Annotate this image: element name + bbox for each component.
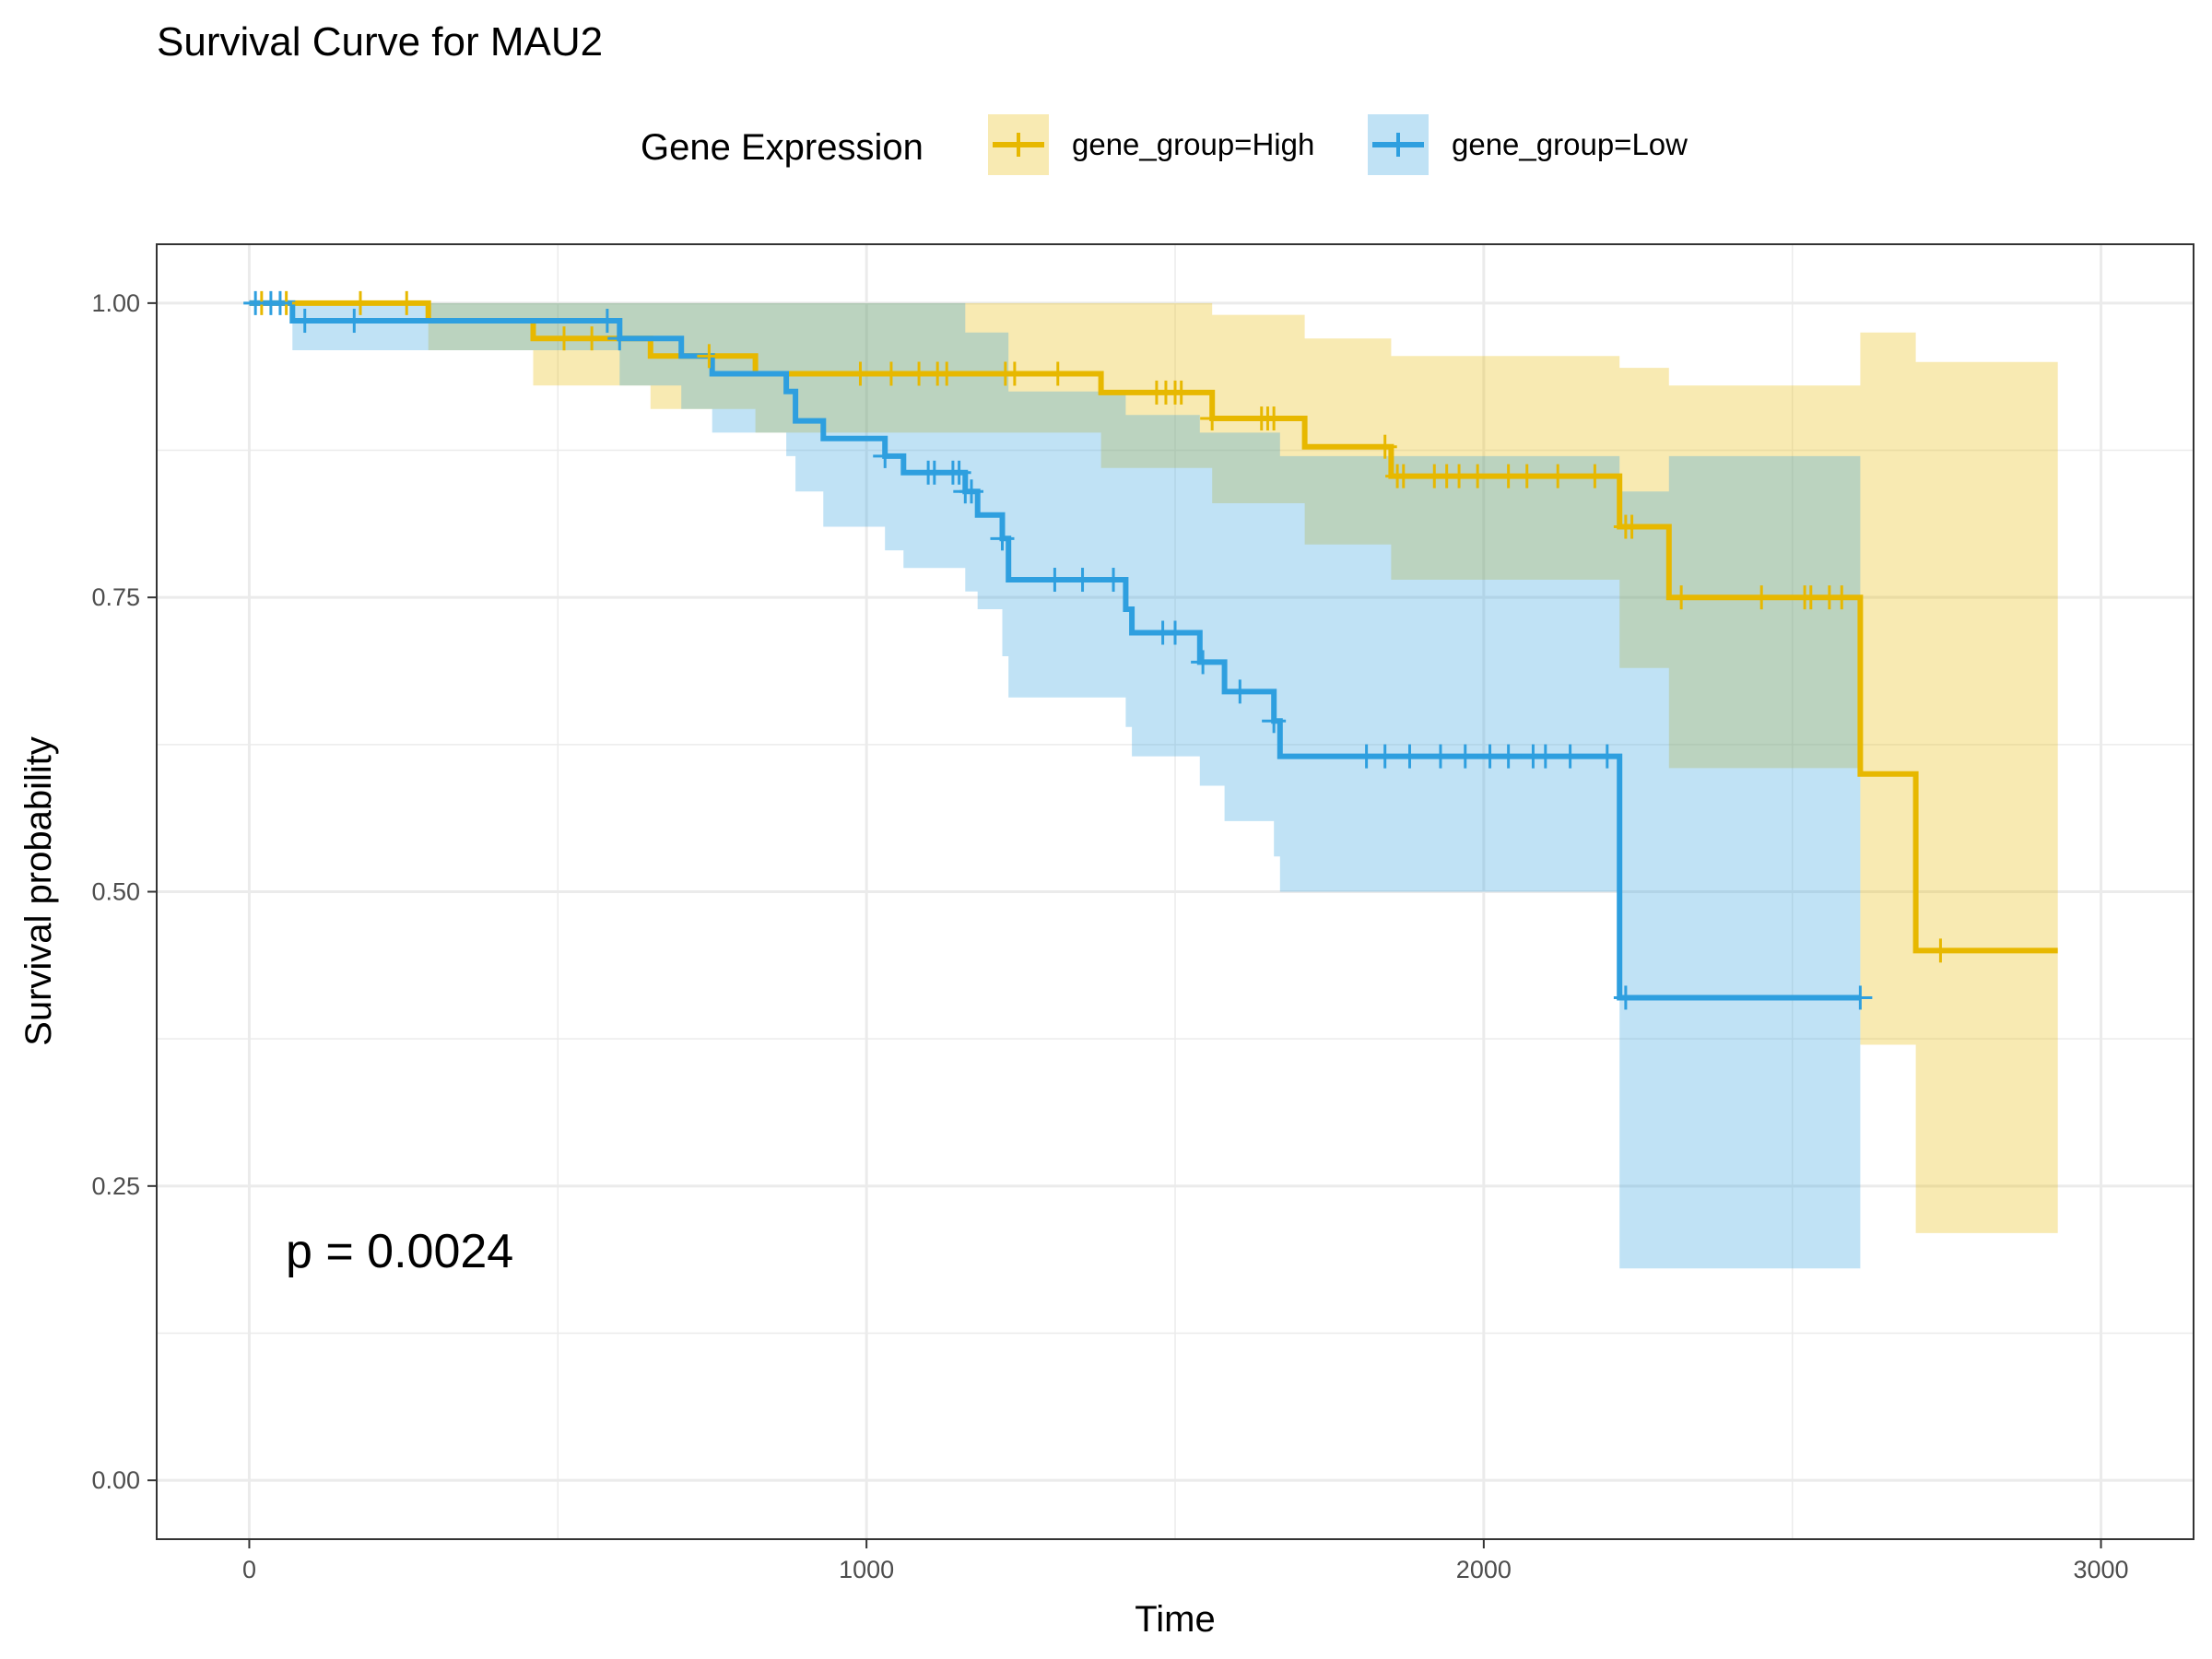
censor-mark-high	[1830, 585, 1854, 610]
y-tick-label: 0.25	[91, 1172, 140, 1200]
censor-mark-high	[1619, 514, 1644, 539]
censor-mark-low	[1228, 679, 1253, 704]
x-tick-label: 1000	[839, 1556, 894, 1583]
censor-mark-low	[1372, 744, 1397, 769]
axes: 0 1000 2000 3000 0.00 0.25 0.50 0.75 1.00	[91, 289, 2128, 1583]
x-tick-label: 2000	[1456, 1556, 1512, 1583]
censor-mark-high	[1546, 464, 1571, 488]
censor-mark-low	[1848, 985, 1873, 1010]
legend-item-low: gene_group=Low	[1368, 114, 1688, 175]
censor-mark-low	[947, 460, 971, 485]
grid-layer	[157, 244, 2194, 1539]
censor-mark-low	[959, 479, 983, 504]
y-tick-label: 0.00	[91, 1466, 140, 1494]
censor-mark-low	[1163, 620, 1187, 645]
censor-marks	[243, 290, 1953, 1010]
censor-mark-low	[1594, 744, 1619, 769]
legend-label-high: gene_group=High	[1072, 127, 1314, 161]
confidence-band-low	[249, 302, 1861, 1269]
legend-title: Gene Expression	[641, 127, 924, 168]
censor-mark-high	[935, 361, 959, 386]
censor-mark-high	[1372, 434, 1397, 459]
legend: Gene Expression gene_group=High gene_gro…	[641, 114, 1688, 175]
confidence-bands	[249, 302, 2058, 1269]
censor-mark-low	[1428, 744, 1453, 769]
censor-mark-high	[1169, 380, 1194, 405]
censor-mark-high	[1465, 464, 1490, 488]
censor-mark-low	[1262, 709, 1287, 734]
censor-mark-low	[1533, 744, 1558, 769]
censor-mark-high	[1669, 585, 1694, 610]
p-value-annotation: p = 0.0024	[286, 1225, 513, 1278]
censor-mark-high	[552, 326, 576, 351]
x-axis-title: Time	[1135, 1599, 1215, 1640]
censor-mark-low	[1397, 744, 1422, 769]
y-tick-label: 0.50	[91, 878, 140, 906]
censor-mark-high	[348, 290, 372, 315]
censor-mark-low	[267, 290, 292, 315]
legend-label-low: gene_group=Low	[1452, 127, 1688, 161]
censor-mark-low	[342, 309, 367, 334]
censor-mark-high	[848, 361, 873, 386]
y-tick-label: 1.00	[91, 289, 140, 317]
censor-mark-high	[1391, 464, 1416, 488]
censor-mark-high	[1002, 361, 1027, 386]
legend-item-high: gene_group=High	[988, 114, 1314, 175]
censor-mark-low	[1453, 744, 1477, 769]
censor-mark-high	[1200, 406, 1225, 431]
censor-mark-high	[697, 344, 722, 369]
censor-mark-low	[1191, 650, 1216, 675]
censor-mark-high	[1583, 464, 1607, 488]
x-tick-label: 3000	[2074, 1556, 2129, 1583]
censor-mark-low	[1070, 568, 1095, 593]
confidence-band-high	[249, 302, 2058, 1233]
censor-mark-high	[394, 290, 419, 315]
censor-mark-low	[990, 526, 1015, 551]
censor-mark-high	[1514, 464, 1539, 488]
censor-mark-low	[1558, 744, 1583, 769]
censor-mark-low	[594, 309, 619, 334]
y-tick-label: 0.75	[91, 583, 140, 611]
censor-mark-low	[1042, 568, 1067, 593]
censor-mark-low	[292, 309, 317, 334]
censor-mark-high	[1045, 361, 1070, 386]
plot-panel	[156, 243, 2194, 1540]
censor-mark-low	[607, 326, 632, 351]
censor-mark-high	[1928, 938, 1953, 963]
y-axis-title: Survival probability	[18, 736, 59, 1046]
censor-mark-low	[873, 443, 898, 468]
censor-mark-high	[1749, 585, 1774, 610]
censor-mark-high	[878, 361, 903, 386]
chart-title: Survival Curve for MAU2	[157, 19, 603, 65]
censor-mark-low	[1613, 985, 1638, 1010]
censor-mark-high	[580, 326, 605, 351]
censor-mark-low	[1496, 744, 1521, 769]
x-tick-label: 0	[242, 1556, 256, 1583]
censor-mark-low	[1101, 568, 1126, 593]
censor-mark-high	[1262, 406, 1287, 431]
